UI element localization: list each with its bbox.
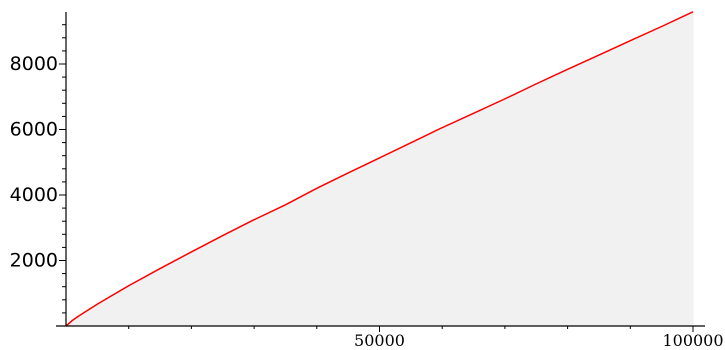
y-tick-label: 8000 — [10, 53, 58, 75]
series-0-line — [65, 11, 694, 327]
y-tick-label: 4000 — [10, 184, 58, 206]
axes — [56, 12, 705, 332]
plot-area — [65, 11, 694, 327]
y-tick-label: 6000 — [10, 119, 58, 141]
series-0-area — [66, 11, 693, 327]
x-tick-label: 50000 — [354, 331, 405, 350]
x-tick-label: 100000 — [662, 331, 723, 350]
tick-labels: 2000 4000 6000 8000 50000 100000 — [10, 53, 724, 350]
y-tick-label: 2000 — [10, 250, 58, 272]
